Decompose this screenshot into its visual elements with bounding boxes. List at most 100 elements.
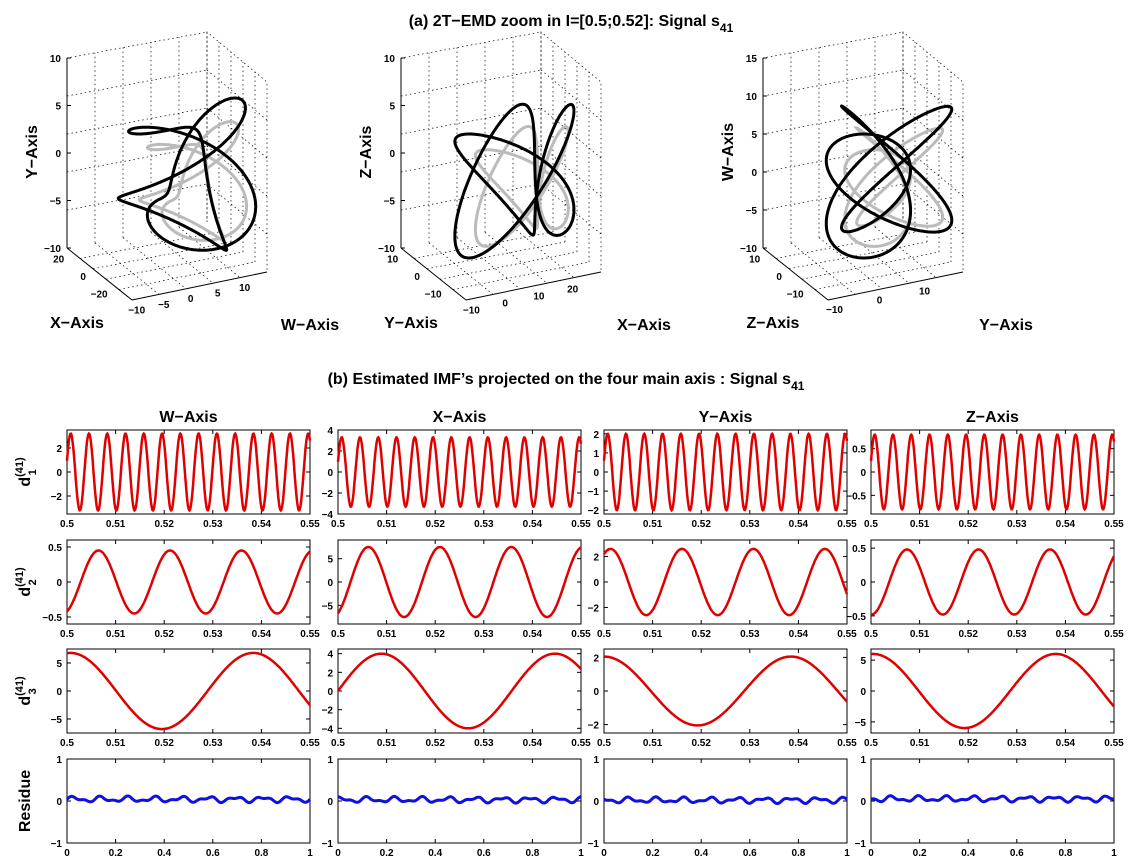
tick-label: 0 [389, 149, 395, 160]
tick-label: −2 [588, 506, 600, 517]
tick-label: 0.2 [380, 848, 394, 859]
row-label: Residue [17, 770, 34, 832]
tick-label: 1 [844, 848, 850, 859]
tick-label: 0.54 [1056, 629, 1076, 640]
back-wall-edge [400, 31, 542, 248]
imf-panel: −0.5 0 0.5 0.5 0.51 0.52 0.53 0.54 0.55 [846, 539, 1124, 640]
grid-line [484, 232, 548, 284]
tick-label: 0.55 [837, 629, 857, 640]
tick-label: 0.5 [60, 629, 74, 640]
tick-label: 0.51 [377, 738, 397, 749]
tick-label: 0 [593, 687, 599, 698]
tick-label: −4 [322, 724, 334, 735]
tick-label: 0.53 [203, 629, 223, 640]
residue-curve [603, 795, 848, 805]
trajectory-shadow-curve [843, 126, 945, 248]
grid-line [66, 107, 208, 135]
tick-label: −1 [855, 839, 867, 850]
row-label: d(41)3 [14, 676, 39, 706]
column-title: X−Axis [433, 409, 487, 426]
tick-label: 0 [877, 296, 883, 307]
tick-label: −20 [91, 289, 108, 300]
tick-label: 0 [860, 468, 866, 479]
tick-label: 0.53 [740, 629, 760, 640]
tick-label: 1 [1111, 848, 1117, 859]
tick-label: 10 [387, 255, 399, 266]
tick-label: 0 [188, 294, 194, 305]
trajectory-shadow-curve [137, 120, 249, 242]
tick-label: 0.4 [428, 848, 442, 859]
grid-line [456, 237, 521, 290]
grid-line [801, 251, 940, 280]
trajectory-curve [453, 102, 576, 260]
grid-line [775, 231, 916, 259]
left-axis-label: Y−Axis [384, 315, 438, 332]
tick-label: 10 [384, 54, 396, 65]
grid-line [790, 242, 856, 295]
grid-line [400, 107, 542, 135]
tick-label: −0.5 [846, 612, 866, 623]
tick-label: 0.53 [740, 738, 760, 749]
tick-label: 0 [56, 687, 62, 698]
tick-label: 2 [593, 553, 599, 564]
tick-label: 0.54 [523, 738, 543, 749]
tick-label: 0.2 [913, 848, 927, 859]
tick-label: 0.51 [910, 738, 930, 749]
row-label: d(41)2 [14, 567, 39, 597]
tick-label: 0.52 [691, 629, 711, 640]
tick-label: 0.52 [958, 738, 978, 749]
tick-label: 0.6 [1010, 848, 1024, 859]
tick-label: 4 [327, 426, 333, 437]
tick-label: 0 [601, 848, 607, 859]
tick-label: 0.5 [597, 738, 611, 749]
tick-label: 10 [50, 54, 62, 65]
tick-label: 20 [567, 284, 579, 295]
grid-line [206, 145, 268, 197]
tick-label: 0 [327, 578, 333, 589]
tick-label: 0.52 [425, 629, 445, 640]
back-wall-edge [206, 31, 268, 272]
right-axis-label: Y−Axis [979, 317, 1033, 334]
imf-panel: −2 0 2 0.5 0.51 0.52 0.53 0.54 0.55 [588, 539, 857, 640]
imf-panel: −4 −2 0 2 4 0.5 0.51 0.52 0.53 0.54 0.55 [322, 648, 591, 749]
grid-line [439, 251, 578, 280]
grid-line [400, 69, 542, 97]
imf-panel: −2 −1 0 1 2 0.5 0.51 0.52 0.53 0.54 0.55 [588, 429, 857, 530]
tick-label: 0.54 [523, 519, 543, 530]
grid-line [206, 183, 268, 235]
tick-label: 10 [239, 283, 251, 294]
grid-line [118, 261, 256, 290]
tick-label: 0.8 [1058, 848, 1072, 859]
tick-label: −1 [588, 839, 600, 850]
tick-label: 0.4 [694, 848, 708, 859]
imf-panel: −0.5 0 0.5 0.5 0.51 0.52 0.53 0.54 0.55 [42, 539, 320, 640]
grid-line [540, 69, 602, 121]
tick-label: 0.5 [864, 519, 878, 530]
tick-label: 0 [80, 272, 86, 283]
tick-label: 5 [860, 656, 866, 667]
tick-label: −2 [322, 489, 334, 500]
tick-label: 0.5 [331, 629, 345, 640]
imf-curve [602, 547, 849, 617]
imf-curve [336, 652, 582, 730]
imf-panel: −2 0 2 0.5 0.51 0.52 0.53 0.54 0.55 [51, 429, 320, 530]
tick-label: −1 [588, 487, 600, 498]
tick-label: 0.6 [743, 848, 757, 859]
tick-label: −10 [463, 305, 480, 316]
tick-label: −5 [384, 197, 396, 208]
tick-label: −5 [746, 206, 758, 217]
tick-label: 0.53 [474, 738, 494, 749]
tick-label: 5 [215, 289, 221, 300]
tick-label: 0.5 [60, 738, 74, 749]
tick-label: 0 [593, 468, 599, 479]
grid-line [92, 241, 232, 270]
tick-label: 0.5 [852, 445, 866, 456]
residue-curve [65, 794, 312, 805]
vertical-axis-label: W−Axis [720, 123, 737, 181]
tick-label: −2 [588, 721, 600, 732]
imf-curve [871, 652, 1115, 730]
tick-label: 10 [919, 286, 931, 297]
grid-line [426, 241, 566, 270]
tick-label: 1 [56, 755, 62, 766]
